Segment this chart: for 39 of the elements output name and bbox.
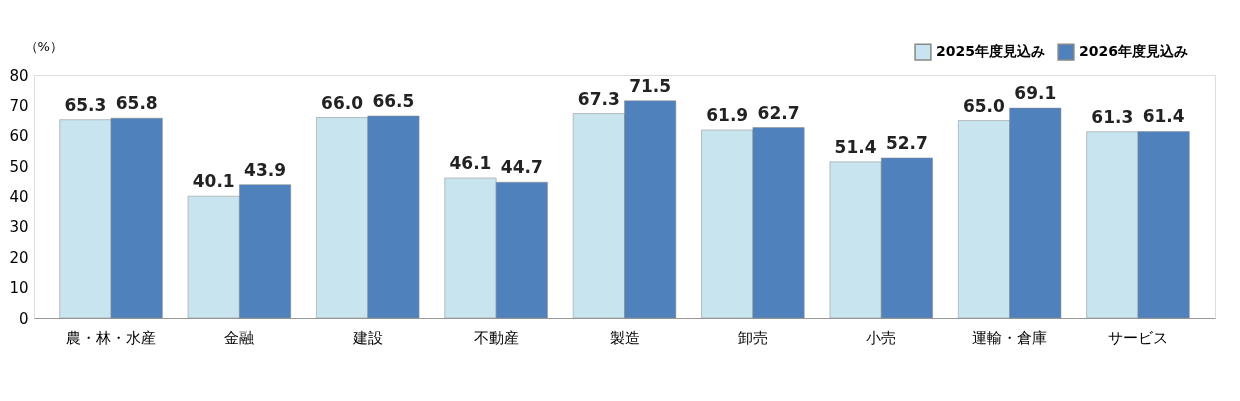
y-tick-label: 0 [18,309,29,328]
x-tick-label: 製造 [609,328,640,347]
x-tick-label: 小売 [866,328,897,347]
y-axis-title: （%） [24,38,63,54]
data-label: 71.5 [629,75,672,96]
data-label: 69.1 [1014,83,1057,104]
data-label: 61.9 [706,104,749,125]
data-label: 66.5 [372,91,415,112]
data-label: 65.0 [962,95,1006,116]
x-tick-label: 建設 [351,328,383,347]
y-tick-label: 80 [9,66,29,85]
x-tick-label: 卸売 [737,328,768,347]
x-tick-label: 金融 [224,328,255,347]
data-label: 46.1 [449,152,492,173]
data-label: 65.3 [64,94,107,115]
data-label: 61.4 [1142,106,1185,127]
x-tick-label: 運輸・倉庫 [972,328,1048,347]
data-label: 62.7 [757,102,800,123]
data-label: 43.9 [244,159,287,180]
y-tick-label: 70 [9,96,29,115]
x-tick-label: サービス [1107,328,1168,347]
y-tick-label: 60 [9,127,29,146]
y-tick-label: 20 [9,248,29,267]
x-tick-label: 不動産 [473,328,519,347]
x-tick-label: 農・林・水産 [66,328,157,347]
y-tick-label: 50 [9,157,29,176]
data-label: 52.7 [885,132,928,153]
y-tick-label: 30 [9,218,29,237]
data-label: 66.0 [321,92,364,113]
y-tick-label: 10 [9,279,29,298]
y-tick-label: 40 [9,188,29,206]
data-label: 44.7 [500,157,543,178]
legend-label: 2025年度見込み [936,43,1045,60]
data-label: 65.8 [115,93,158,114]
data-label: 61.3 [1091,106,1134,127]
data-label: 67.3 [577,88,620,109]
data-label: 40.1 [192,171,235,192]
legend-label: 2026年度見込み [1079,43,1188,60]
data-label: 51.4 [834,136,877,157]
